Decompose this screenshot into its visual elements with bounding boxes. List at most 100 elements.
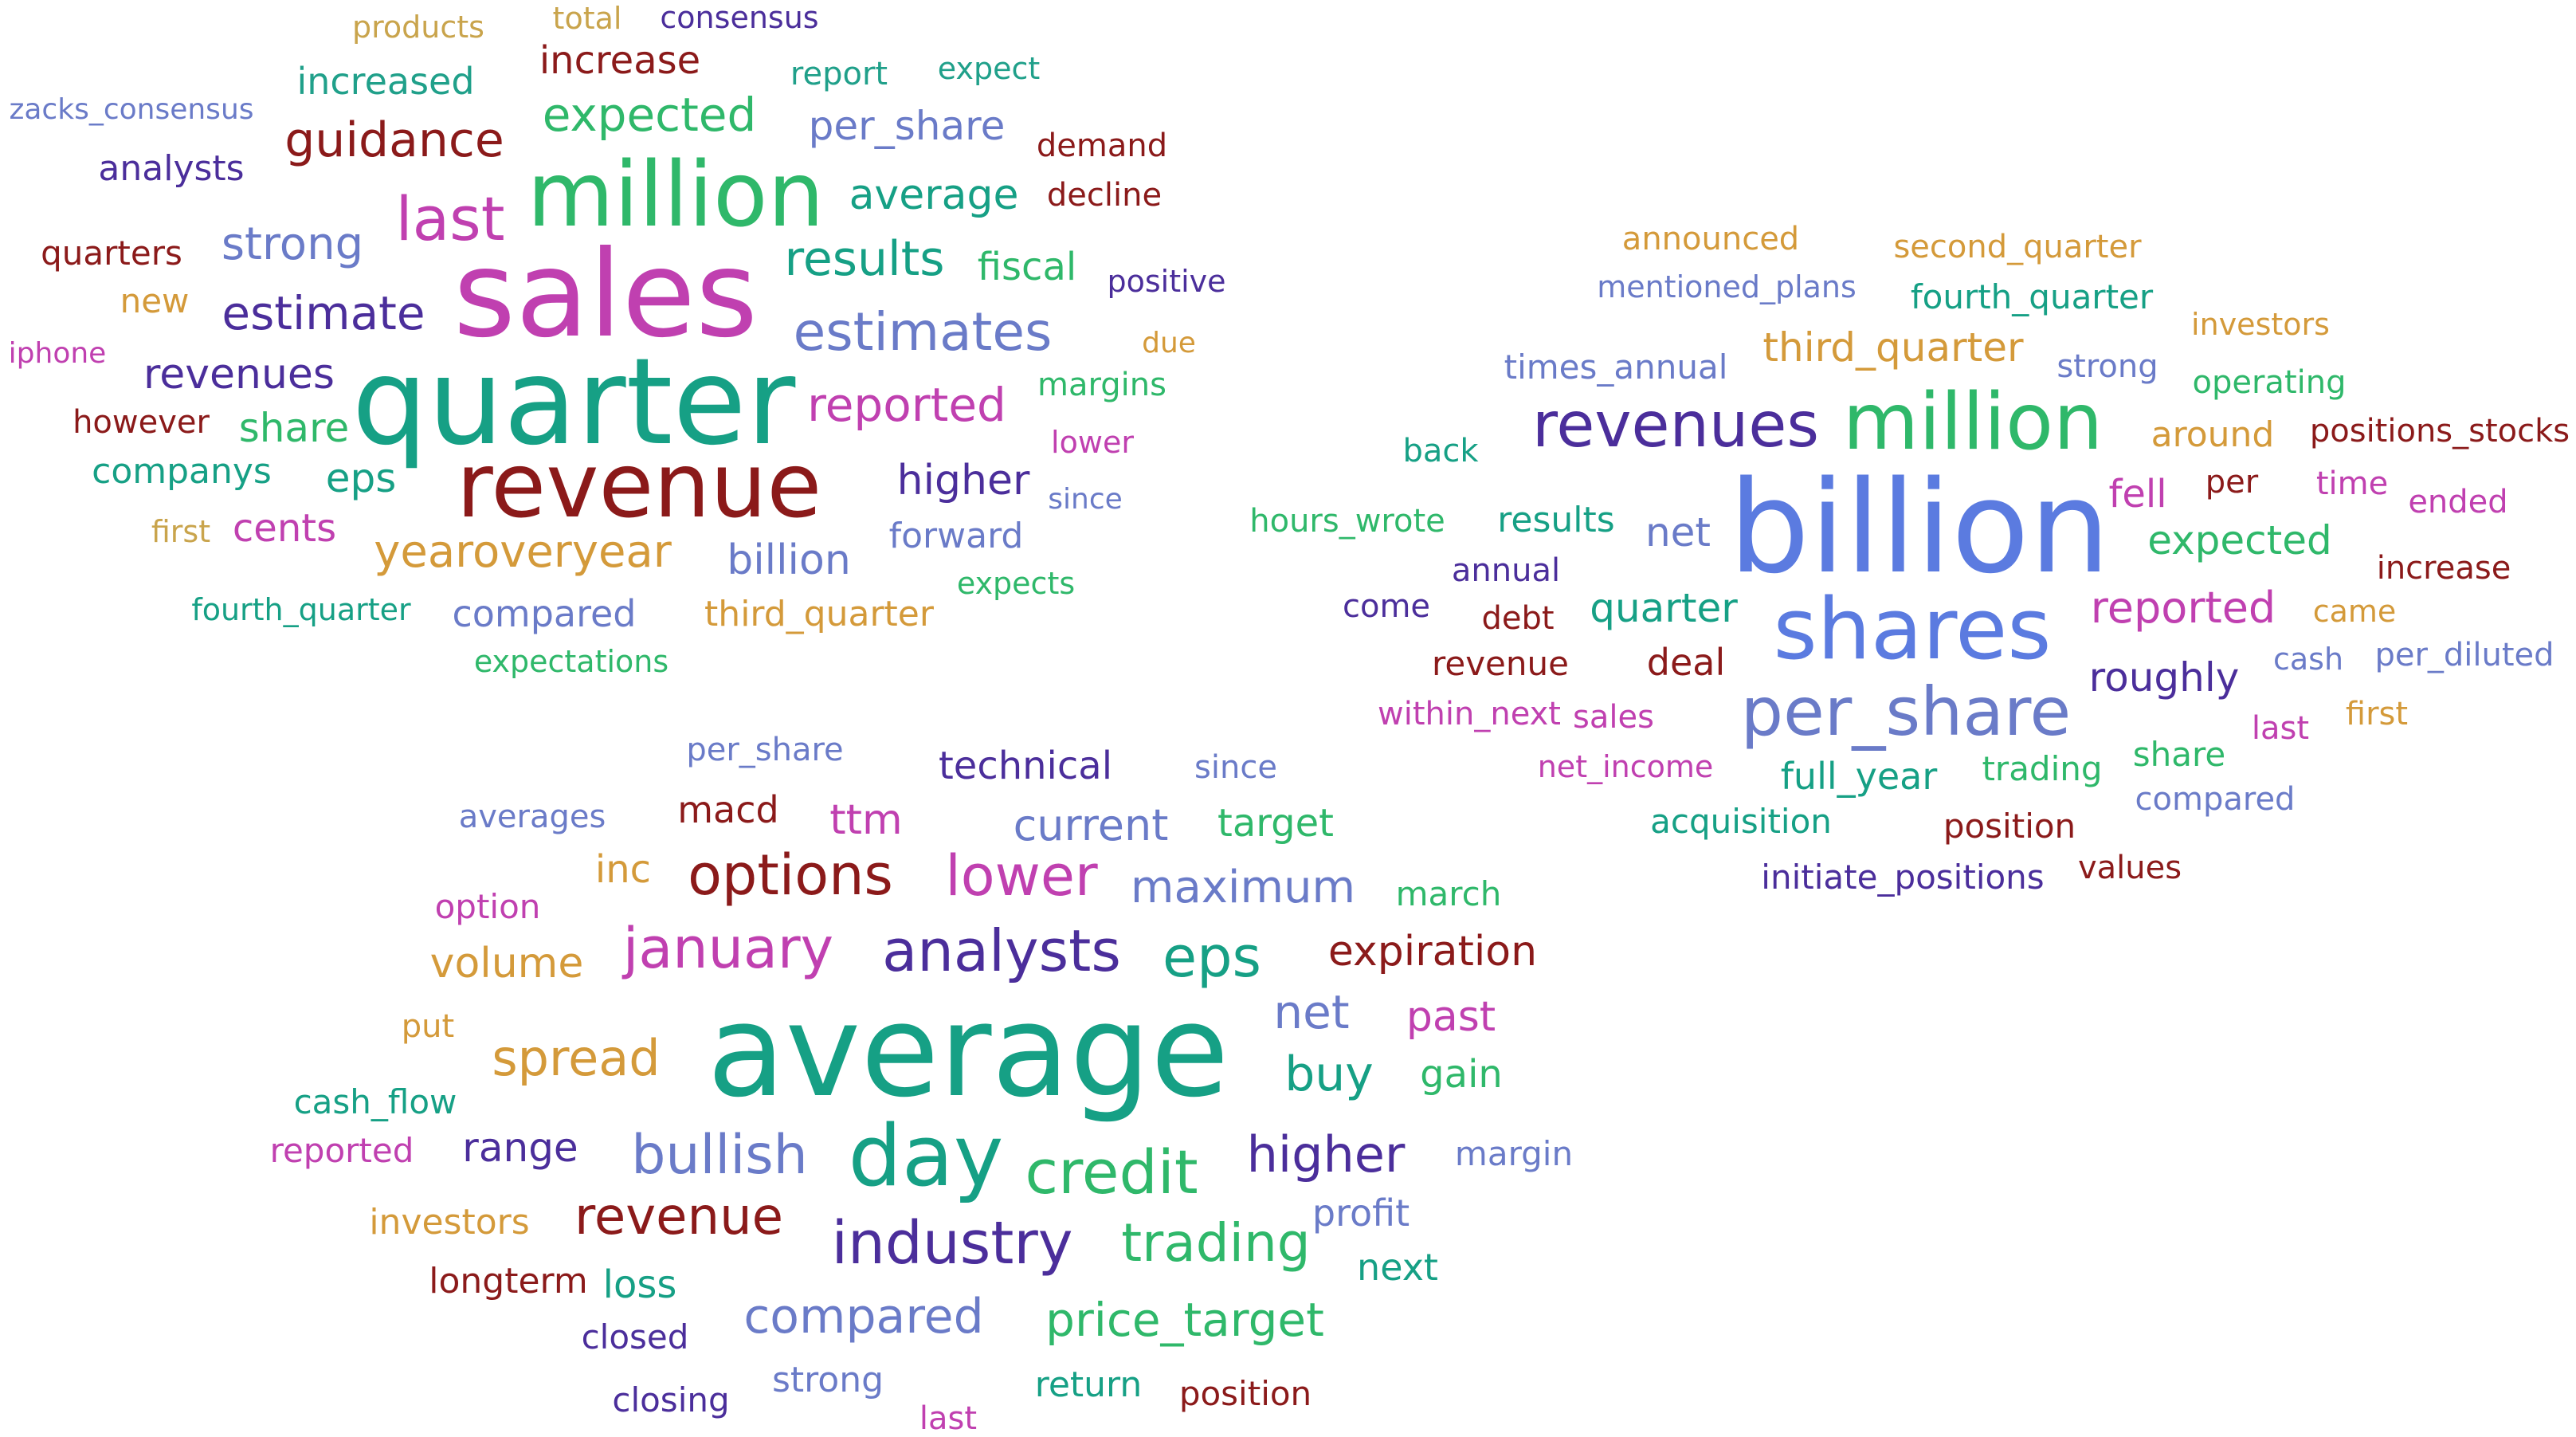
word-net: net xyxy=(1645,509,1711,556)
word-first: first xyxy=(2345,696,2409,732)
word-analysts: analysts xyxy=(882,917,1121,984)
word-per-share: per_share xyxy=(808,103,1006,149)
word-higher: higher xyxy=(1246,1125,1406,1184)
word-net: net xyxy=(1273,985,1350,1039)
word-day: day xyxy=(848,1107,1004,1205)
word-reported: reported xyxy=(2090,583,2276,633)
word-strong: strong xyxy=(2056,348,2158,385)
word-revenues: revenues xyxy=(1532,390,1819,461)
word-guidance: guidance xyxy=(284,112,504,168)
word-last: last xyxy=(919,1400,978,1437)
word-investors: investors xyxy=(369,1202,530,1243)
word-sales: sales xyxy=(453,226,759,364)
word-initiate-positions: initiate_positions xyxy=(1761,858,2045,897)
word-profit: profit xyxy=(1312,1192,1410,1235)
word-maximum: maximum xyxy=(1130,862,1356,913)
word-gain: gain xyxy=(1420,1052,1503,1097)
word-per-diluted: per_diluted xyxy=(2374,637,2554,673)
word-cash: cash xyxy=(2272,642,2344,677)
word-strong: strong xyxy=(221,218,364,270)
word-times-annual: times_annual xyxy=(1504,347,1728,387)
word-debt: debt xyxy=(1481,600,1555,637)
word-inc: inc xyxy=(594,847,652,892)
word-decline: decline xyxy=(1046,177,1163,214)
word-roughly: roughly xyxy=(2088,654,2240,701)
word-estimate: estimate xyxy=(222,286,425,340)
word-third-quarter: third_quarter xyxy=(1762,324,2024,371)
word-iphone: iphone xyxy=(8,337,107,370)
word-increase: increase xyxy=(2376,550,2511,587)
word-ttm: ttm xyxy=(829,796,903,844)
word-options: options xyxy=(688,842,893,908)
word-positions-stocks: positions_stocks xyxy=(2309,413,2570,450)
word-strong: strong xyxy=(771,1360,884,1400)
word-lower: lower xyxy=(1051,425,1134,460)
word-around: around xyxy=(2151,414,2275,455)
word-trading: trading xyxy=(1982,749,2103,788)
word-eps: eps xyxy=(1163,925,1261,990)
word-ended: ended xyxy=(2408,484,2508,520)
word-positive: positive xyxy=(1107,264,1226,299)
word-option: option xyxy=(434,887,541,926)
word-spread: spread xyxy=(492,1029,661,1087)
word-buy: buy xyxy=(1284,1046,1374,1102)
word-macd: macd xyxy=(677,788,779,831)
word-per-share: per_share xyxy=(1740,673,2072,751)
word-cents: cents xyxy=(232,506,337,551)
word-time: time xyxy=(2315,465,2389,502)
word-demand: demand xyxy=(1036,128,1168,164)
word-operating: operating xyxy=(2192,364,2347,401)
word-range: range xyxy=(462,1125,578,1171)
word-hours-wrote: hours_wrote xyxy=(1249,503,1445,540)
word-margins: margins xyxy=(1037,367,1166,403)
word-position: position xyxy=(1178,1374,1312,1413)
word-fourth-quarter: fourth_quarter xyxy=(191,592,411,627)
word-per-share: per_share xyxy=(686,732,844,768)
word-current: current xyxy=(1013,800,1169,850)
word-margin: margin xyxy=(1454,1134,1574,1173)
word-technical: technical xyxy=(938,744,1113,788)
word-eps: eps xyxy=(325,455,397,501)
word-lower: lower xyxy=(945,843,1098,909)
word-deal: deal xyxy=(1646,641,1726,684)
word-within-next: within_next xyxy=(1378,696,1561,732)
word-last: last xyxy=(395,183,505,254)
word-put: put xyxy=(401,1008,455,1045)
word-quarter: quarter xyxy=(1590,585,1738,631)
word-report: report xyxy=(790,56,888,92)
word-billion: billion xyxy=(1728,453,2111,602)
word-price-target: price_target xyxy=(1045,1293,1324,1347)
word-expectations: expectations xyxy=(473,644,669,679)
word-annual: annual xyxy=(1451,552,1561,589)
word-fourth-quarter: fourth_quarter xyxy=(1910,277,2154,316)
word-closed: closed xyxy=(581,1317,689,1357)
word-investors: investors xyxy=(2191,307,2330,342)
word-averages: averages xyxy=(458,799,606,835)
word-revenue: revenue xyxy=(574,1188,784,1247)
word-mentioned-plans: mentioned_plans xyxy=(1597,269,1857,304)
word-back: back xyxy=(1402,433,1479,469)
word-last: last xyxy=(2251,710,2310,747)
word-next: next xyxy=(1357,1246,1438,1289)
word-million: million xyxy=(527,143,825,247)
word-new: new xyxy=(120,281,190,320)
word-share: share xyxy=(2132,735,2226,774)
word-came: came xyxy=(2312,594,2397,629)
word-per: per xyxy=(2205,464,2259,501)
word-revenues: revenues xyxy=(143,351,335,399)
word-billion: billion xyxy=(727,536,851,584)
word-january: january xyxy=(622,916,834,981)
word-due: due xyxy=(1142,327,1196,359)
word-compared: compared xyxy=(452,592,637,635)
word-consensus: consensus xyxy=(660,0,819,35)
word-expects: expects xyxy=(956,566,1076,601)
word-credit: credit xyxy=(1025,1137,1198,1207)
word-revenue: revenue xyxy=(456,434,822,538)
word-companys: companys xyxy=(92,451,272,492)
word-increased: increased xyxy=(296,60,475,103)
word-second-quarter: second_quarter xyxy=(1893,229,2142,265)
word-since: since xyxy=(1194,749,1277,786)
